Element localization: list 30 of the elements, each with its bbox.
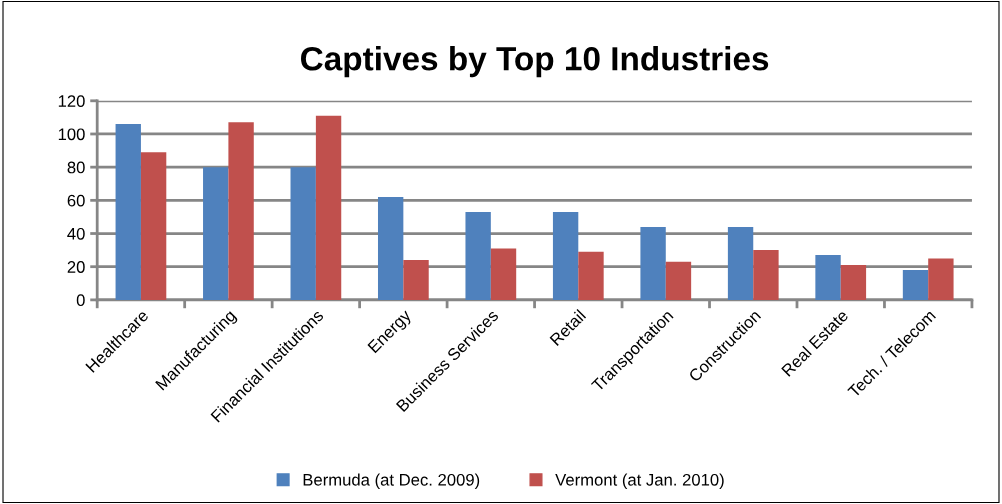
bar bbox=[465, 211, 491, 300]
bar bbox=[403, 260, 429, 300]
bar bbox=[578, 251, 604, 300]
bar bbox=[377, 197, 404, 300]
bar bbox=[228, 122, 254, 300]
y-tick-label: 40 bbox=[67, 227, 85, 240]
y-tick-label: 120 bbox=[58, 95, 85, 107]
bar bbox=[115, 124, 141, 300]
bar bbox=[727, 226, 754, 300]
bar bbox=[753, 250, 779, 300]
bar bbox=[665, 261, 692, 300]
bar bbox=[315, 115, 342, 300]
legend-label: Vermont (at Jan. 2010) bbox=[555, 473, 724, 489]
chart-title: Captives by Top 10 Industries bbox=[301, 46, 769, 78]
y-tick-label: 80 bbox=[67, 161, 85, 174]
y-tick-label: 60 bbox=[67, 194, 85, 207]
y-tick-label: 0 bbox=[76, 294, 85, 307]
y-tick-label: 20 bbox=[67, 261, 85, 273]
bar bbox=[815, 255, 841, 300]
bar bbox=[902, 270, 929, 300]
bar bbox=[203, 167, 229, 300]
legend-label: Bermuda (at Dec. 2009) bbox=[303, 473, 480, 489]
bar bbox=[140, 152, 167, 300]
bar bbox=[552, 211, 579, 300]
bar bbox=[928, 258, 954, 300]
bar bbox=[840, 265, 867, 300]
bar bbox=[640, 226, 666, 300]
y-tick-label: 100 bbox=[58, 128, 85, 141]
bar bbox=[290, 167, 316, 300]
bar bbox=[490, 248, 517, 300]
